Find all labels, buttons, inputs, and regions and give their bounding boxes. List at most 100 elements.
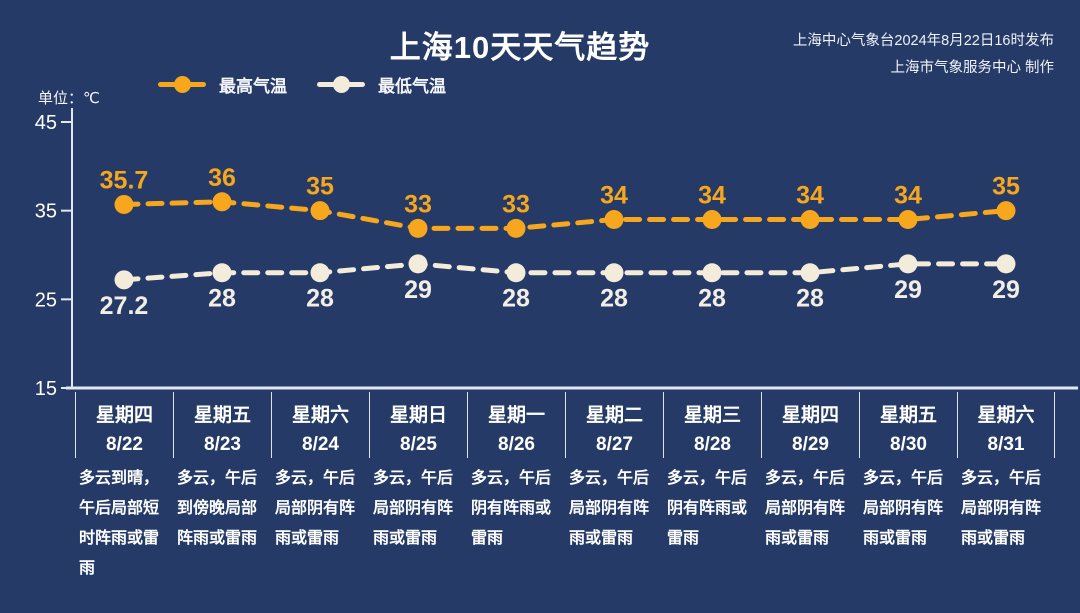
high-temp-value-label: 33 — [404, 190, 432, 218]
low-temp-value-label: 28 — [796, 285, 824, 313]
low-temp-point — [702, 263, 722, 283]
high-temp-legend-marker-icon — [158, 76, 206, 93]
high-temp-value-label: 35.7 — [100, 166, 149, 194]
day-cell: 星期六 8/24 — [271, 392, 369, 458]
high-temp-value-label: 34 — [796, 182, 824, 210]
unit-label: 单位：℃ — [38, 90, 100, 107]
low-temp-value-label: 28 — [502, 285, 530, 313]
high-temp-value-label: 34 — [698, 182, 726, 210]
high-temp-point — [604, 210, 624, 230]
low-temp-value-label: 28 — [698, 285, 726, 313]
weather-description: 多云，午后局部阴有阵雨或雷雨 — [765, 470, 846, 547]
weather-description: 多云，午后局部阴有阵雨或雷雨 — [961, 470, 1042, 547]
weekday-label: 星期四 — [781, 405, 839, 426]
y-axis-tick-label: 45 — [35, 112, 57, 134]
high-temp-value-label: 36 — [208, 164, 236, 192]
day-cell: 星期日 8/25 — [369, 392, 467, 458]
chart-legend: 最高气温 最低气温 — [158, 72, 446, 97]
day-cell: 星期四 8/29 — [761, 392, 859, 458]
weather-description: 多云，午后阴有阵雨或雷雨 — [471, 470, 552, 547]
weather-description: 多云，午后局部阴有阵雨或雷雨 — [373, 470, 454, 547]
low-temp-point — [604, 263, 624, 283]
weather-description: 多云，午后局部阴有阵雨或雷雨 — [275, 470, 356, 547]
date-label: 8/26 — [498, 434, 535, 455]
high-temp-point — [310, 201, 330, 221]
weather-description-row: 多云到晴，午后局部短时阵雨或雷雨 多云，午后到傍晚局部阵雨或雷雨 多云，午后局部阴有… — [75, 464, 1055, 584]
day-cell: 星期二 8/27 — [565, 392, 663, 458]
high-temp-point — [212, 192, 232, 212]
low-temp-legend-label: 最低气温 — [378, 77, 446, 96]
weekday-label: 星期三 — [683, 405, 741, 426]
high-temp-value-label: 34 — [894, 182, 922, 210]
weekday-label: 星期六 — [977, 405, 1035, 426]
y-axis-tick-label: 35 — [35, 201, 57, 223]
y-axis-tick-label: 25 — [35, 289, 57, 311]
low-temp-value-label: 28 — [600, 285, 628, 313]
low-temp-point — [506, 263, 526, 283]
day-cell: 星期六 8/31 — [957, 392, 1055, 458]
source-info: 上海中心气象台2024年8月22日16时发布 上海市气象服务中心 制作 — [793, 28, 1054, 82]
day-cell: 星期一 8/26 — [467, 392, 565, 458]
date-label: 8/24 — [302, 434, 339, 455]
weekday-label: 星期一 — [487, 405, 545, 426]
high-temp-point — [506, 218, 526, 238]
low-temp-point — [310, 263, 330, 283]
source-line-1: 上海中心气象台2024年8月22日16时发布 — [792, 33, 1054, 49]
weekday-label: 星期五 — [879, 405, 937, 426]
low-temp-value-label: 29 — [894, 276, 922, 304]
high-temp-value-label: 35 — [306, 173, 334, 201]
low-temp-value-label: 29 — [992, 276, 1020, 304]
high-temp-value-label: 33 — [502, 190, 530, 218]
high-temp-legend-label: 最高气温 — [219, 77, 287, 96]
page-title: 上海10天天气趋势 — [389, 30, 651, 65]
low-temp-point — [408, 254, 428, 274]
low-temp-value-label: 29 — [404, 276, 432, 304]
low-temp-point — [114, 270, 134, 290]
high-temp-point — [702, 210, 722, 230]
day-cell: 星期三 8/28 — [663, 392, 761, 458]
high-temp-point — [800, 210, 820, 230]
weekday-label: 星期日 — [389, 405, 447, 426]
low-temp-value-label: 27.2 — [100, 292, 149, 320]
date-label: 8/27 — [596, 434, 633, 455]
weather-description: 多云到晴，午后局部短时阵雨或雷雨 — [79, 470, 160, 577]
weather-description: 多云，午后局部阴有阵雨或雷雨 — [569, 470, 650, 547]
source-line-2: 上海市气象服务中心 制作 — [890, 60, 1054, 76]
date-label: 8/29 — [792, 434, 829, 455]
high-temp-point — [114, 194, 134, 214]
date-label: 8/22 — [106, 434, 143, 455]
date-label: 8/30 — [890, 434, 927, 455]
high-temp-point — [996, 201, 1016, 221]
day-cell: 星期五 8/30 — [859, 392, 957, 458]
high-temp-value-label: 35 — [992, 173, 1020, 201]
day-header-row: 星期四 8/22 星期五 8/23 星期六 8/24 星期日 8/25 星期一 8/26 星期二 8/… — [75, 392, 1055, 458]
low-temp-point — [800, 263, 820, 283]
date-label: 8/28 — [694, 434, 731, 455]
high-temp-value-label: 34 — [600, 182, 628, 210]
y-axis-tick-label: 15 — [35, 378, 57, 400]
weekday-label: 星期六 — [291, 405, 349, 426]
low-temp-point — [212, 263, 232, 283]
day-cell: 星期四 8/22 — [75, 392, 173, 458]
weather-description: 多云，午后阴有阵雨或雷雨 — [667, 470, 748, 547]
weather-description: 多云，午后到傍晚局部阵雨或雷雨 — [177, 470, 258, 547]
low-temp-line — [121, 261, 1009, 283]
weekday-label: 星期二 — [585, 405, 643, 426]
low-temp-point — [898, 254, 918, 274]
high-temp-point — [408, 218, 428, 238]
weekday-label: 星期五 — [193, 405, 251, 426]
date-label: 8/23 — [204, 434, 241, 455]
day-cell: 星期五 8/23 — [173, 392, 271, 458]
date-label: 8/31 — [987, 434, 1025, 455]
date-label: 8/25 — [400, 434, 437, 455]
high-temp-line — [121, 199, 1009, 231]
low-temp-point — [996, 254, 1016, 274]
low-temp-value-label: 28 — [208, 285, 236, 313]
low-temp-value-label: 28 — [306, 285, 334, 313]
high-temp-point — [898, 210, 918, 230]
low-temp-legend-marker-icon — [317, 76, 365, 93]
weather-description: 多云，午后局部阴有阵雨或雷雨 — [863, 470, 944, 547]
weekday-label: 星期四 — [95, 405, 153, 426]
